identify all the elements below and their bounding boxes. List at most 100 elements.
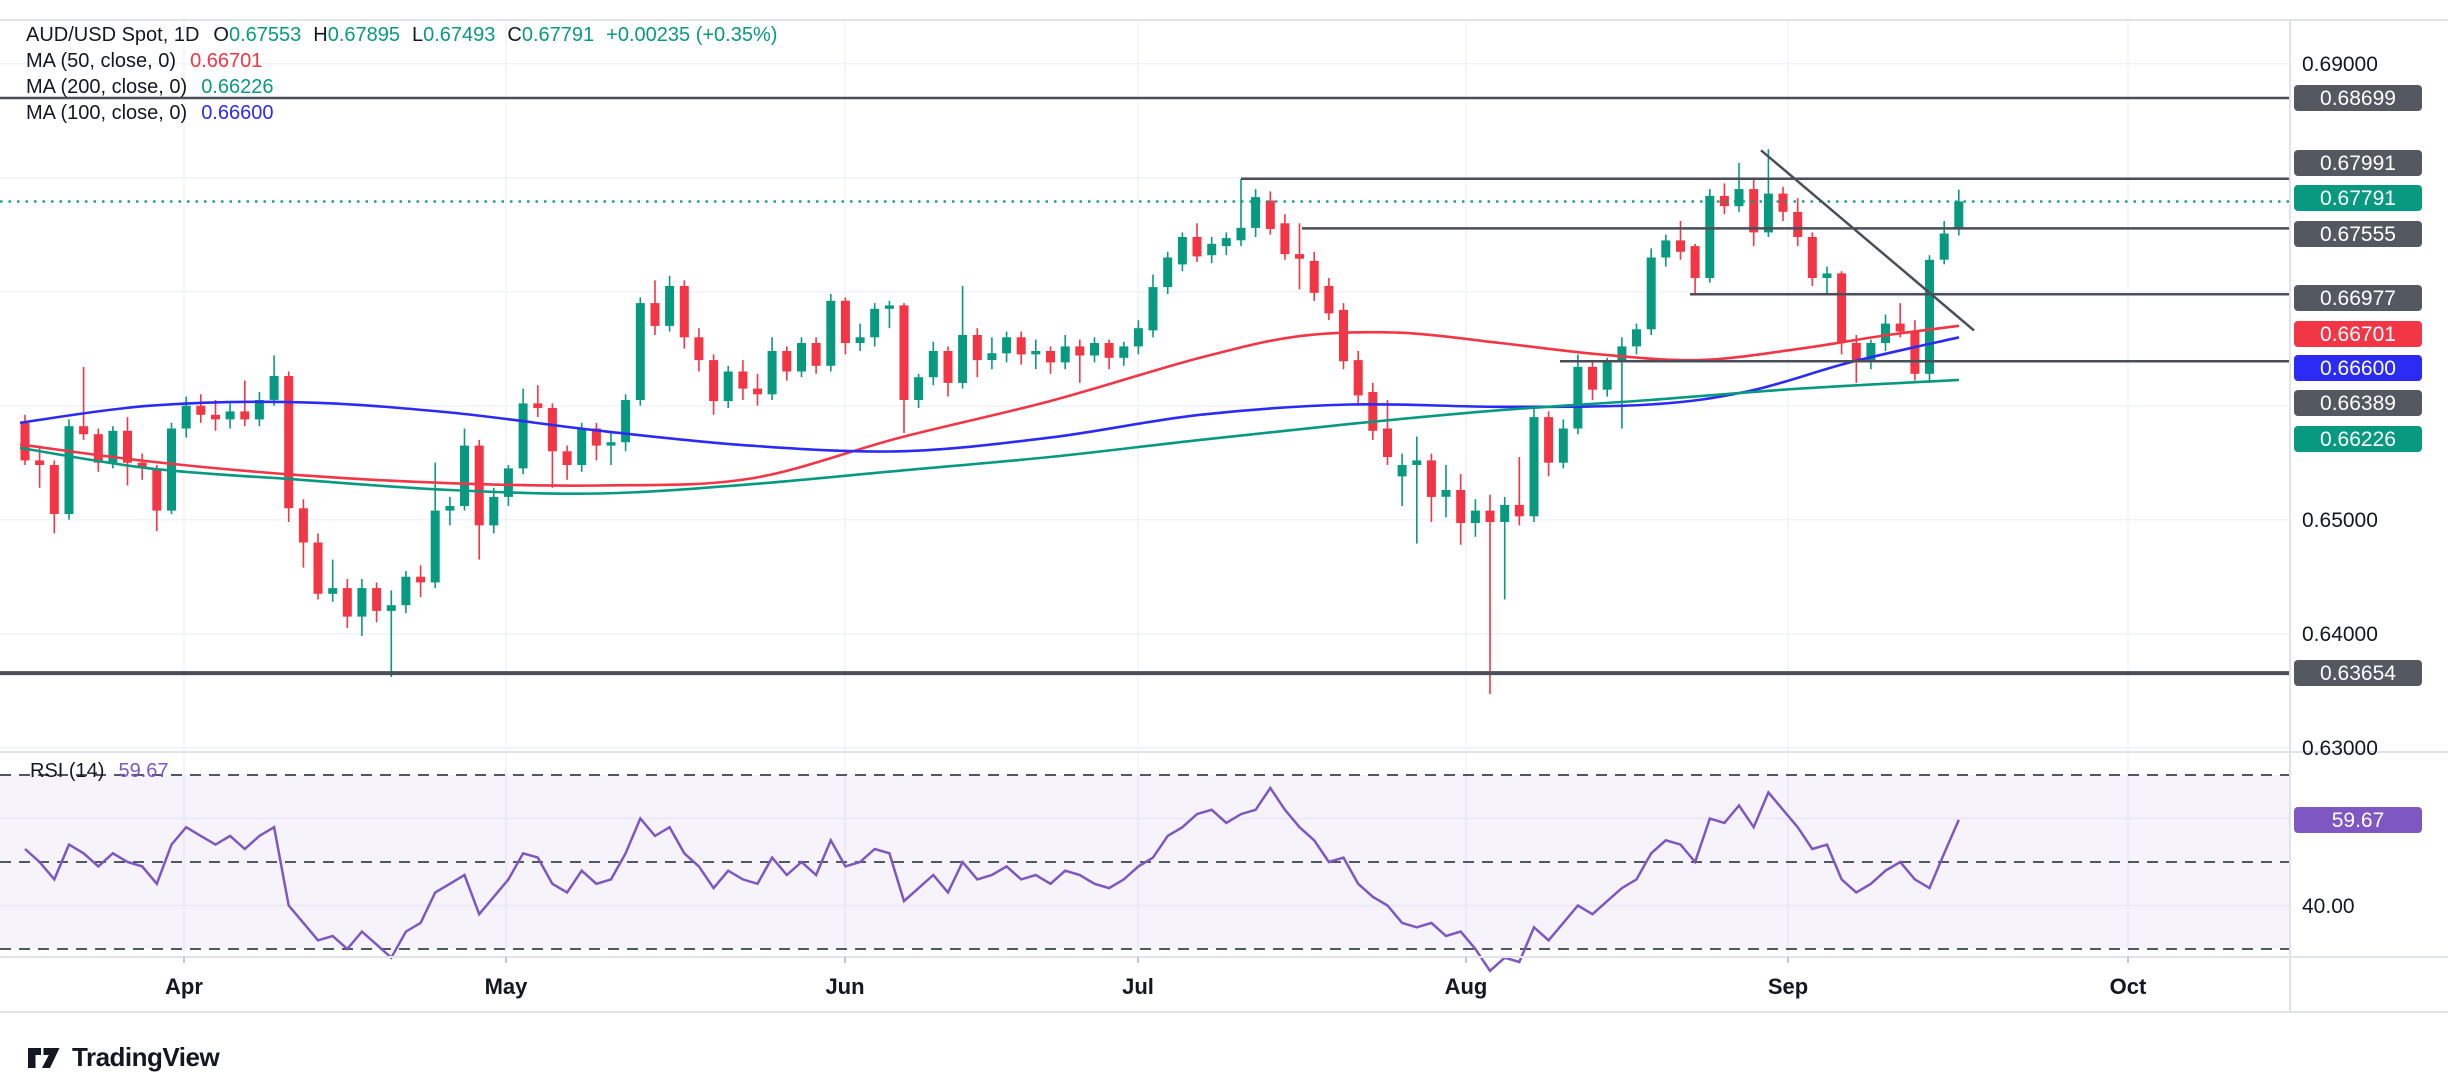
candle — [386, 590, 396, 677]
svg-text:59.67: 59.67 — [2332, 809, 2385, 832]
change-value: +0.00235 (+0.35%) — [606, 24, 778, 46]
open-value: 0.67553 — [228, 24, 302, 46]
price-axis-badge: 0.66226 — [2294, 426, 2422, 452]
candle — [635, 297, 645, 406]
symbol-title: AUD/USD Spot, 1D — [26, 24, 200, 46]
rsi-legend-row[interactable]: RSI (14) 59.67 — [30, 760, 169, 783]
time-axis-label: Jul — [1122, 974, 1154, 999]
ma50-legend-row[interactable]: MA (50, close, 0) 0.66701 — [26, 48, 777, 74]
candle — [1558, 419, 1568, 469]
time-axis-label: Aug — [1445, 974, 1488, 999]
candle — [1177, 232, 1187, 272]
candle — [547, 403, 557, 488]
grid-layer — [0, 20, 2290, 957]
price-level-lines[interactable] — [0, 96, 2290, 676]
candle — [1339, 303, 1348, 370]
candle — [1163, 251, 1173, 294]
candle — [1925, 255, 1934, 381]
candle — [35, 445, 45, 488]
candle — [1705, 189, 1715, 283]
svg-text:0.66977: 0.66977 — [2320, 287, 2396, 310]
candle — [401, 571, 411, 614]
candle — [914, 373, 924, 408]
candle — [211, 400, 220, 431]
candle — [855, 323, 865, 351]
candle — [709, 354, 719, 415]
price-scale[interactable]: 0.69000 0.65000 0.64000 0.63000 40.00 0.68699… — [2294, 53, 2422, 918]
candle — [1661, 234, 1671, 267]
ma100-legend-row[interactable]: MA (100, close, 0) 0.66600 — [26, 100, 777, 126]
candle — [1441, 465, 1451, 518]
ma200-legend-row[interactable]: MA (200, close, 0) 0.66226 — [26, 74, 777, 100]
candle — [1646, 248, 1656, 335]
candle — [1734, 162, 1744, 212]
price-axis-badge: 59.67 — [2294, 807, 2422, 833]
candle — [1090, 337, 1099, 363]
candle — [445, 496, 455, 526]
candle — [1221, 232, 1231, 256]
svg-text:0.66600: 0.66600 — [2320, 357, 2396, 380]
low-value: 0.67493 — [423, 24, 496, 46]
price-axis-label: 0.64000 — [2302, 623, 2378, 646]
candle — [1031, 339, 1041, 370]
close-label: C — [507, 24, 522, 46]
candle — [1851, 335, 1861, 383]
rsi-line[interactable] — [24, 785, 1960, 973]
candle — [1309, 251, 1319, 301]
candles-layer[interactable] — [20, 149, 1964, 695]
candle — [1192, 223, 1202, 262]
candle — [474, 439, 484, 560]
candle — [591, 422, 601, 461]
rsi-value: 59.67 — [118, 760, 169, 782]
candle — [108, 426, 118, 469]
candle — [1793, 198, 1803, 247]
candle — [1368, 382, 1378, 440]
candle — [372, 582, 382, 623]
candle — [460, 428, 469, 511]
candle — [767, 337, 777, 400]
time-scale[interactable]: Apr May Jun Jul Aug Sep Oct — [165, 957, 2147, 999]
svg-text:0.67991: 0.67991 — [2320, 152, 2396, 175]
candle — [723, 365, 733, 408]
close-value: 0.67791 — [521, 24, 595, 46]
ma-200-line[interactable] — [19, 378, 1960, 496]
price-axis-label: 0.65000 — [2302, 509, 2378, 532]
candle — [1236, 178, 1246, 247]
candle — [1060, 335, 1070, 370]
candle — [64, 419, 74, 520]
symbol-row[interactable]: AUD/USD Spot, 1D O0.67553 H0.67895 L0.67493… — [26, 22, 777, 48]
candle — [1207, 237, 1217, 264]
trendline[interactable] — [1760, 149, 1975, 332]
candle — [1837, 271, 1847, 355]
candle — [1265, 191, 1275, 235]
tradingview-logo-icon — [28, 1047, 60, 1068]
candle — [884, 300, 894, 329]
candle — [1456, 474, 1466, 545]
price-axis-badge: 0.66701 — [2294, 321, 2422, 347]
candle — [1573, 354, 1583, 435]
high-label: H — [313, 24, 328, 46]
candle — [1632, 323, 1641, 355]
candle — [313, 533, 323, 600]
high-value: 0.67895 — [327, 24, 400, 46]
price-axis-badge: 0.66977 — [2294, 285, 2422, 311]
candle — [518, 388, 528, 475]
candle — [416, 565, 426, 598]
candle — [1280, 214, 1290, 260]
candle — [1910, 320, 1920, 381]
candle — [1104, 339, 1114, 370]
tradingview-attribution[interactable]: TradingView — [26, 1042, 220, 1073]
candle — [958, 286, 968, 389]
chart-legend: AUD/USD Spot, 1D O0.67553 H0.67895 L0.67493… — [26, 22, 777, 126]
ma50-value: 0.66701 — [190, 50, 263, 72]
candle — [1602, 357, 1612, 397]
candle — [1690, 243, 1700, 296]
candle — [1749, 177, 1759, 247]
candle — [1353, 351, 1363, 404]
ma-100-line[interactable] — [19, 336, 1960, 453]
candle — [870, 303, 880, 347]
candle — [342, 579, 352, 628]
candle — [196, 394, 206, 423]
